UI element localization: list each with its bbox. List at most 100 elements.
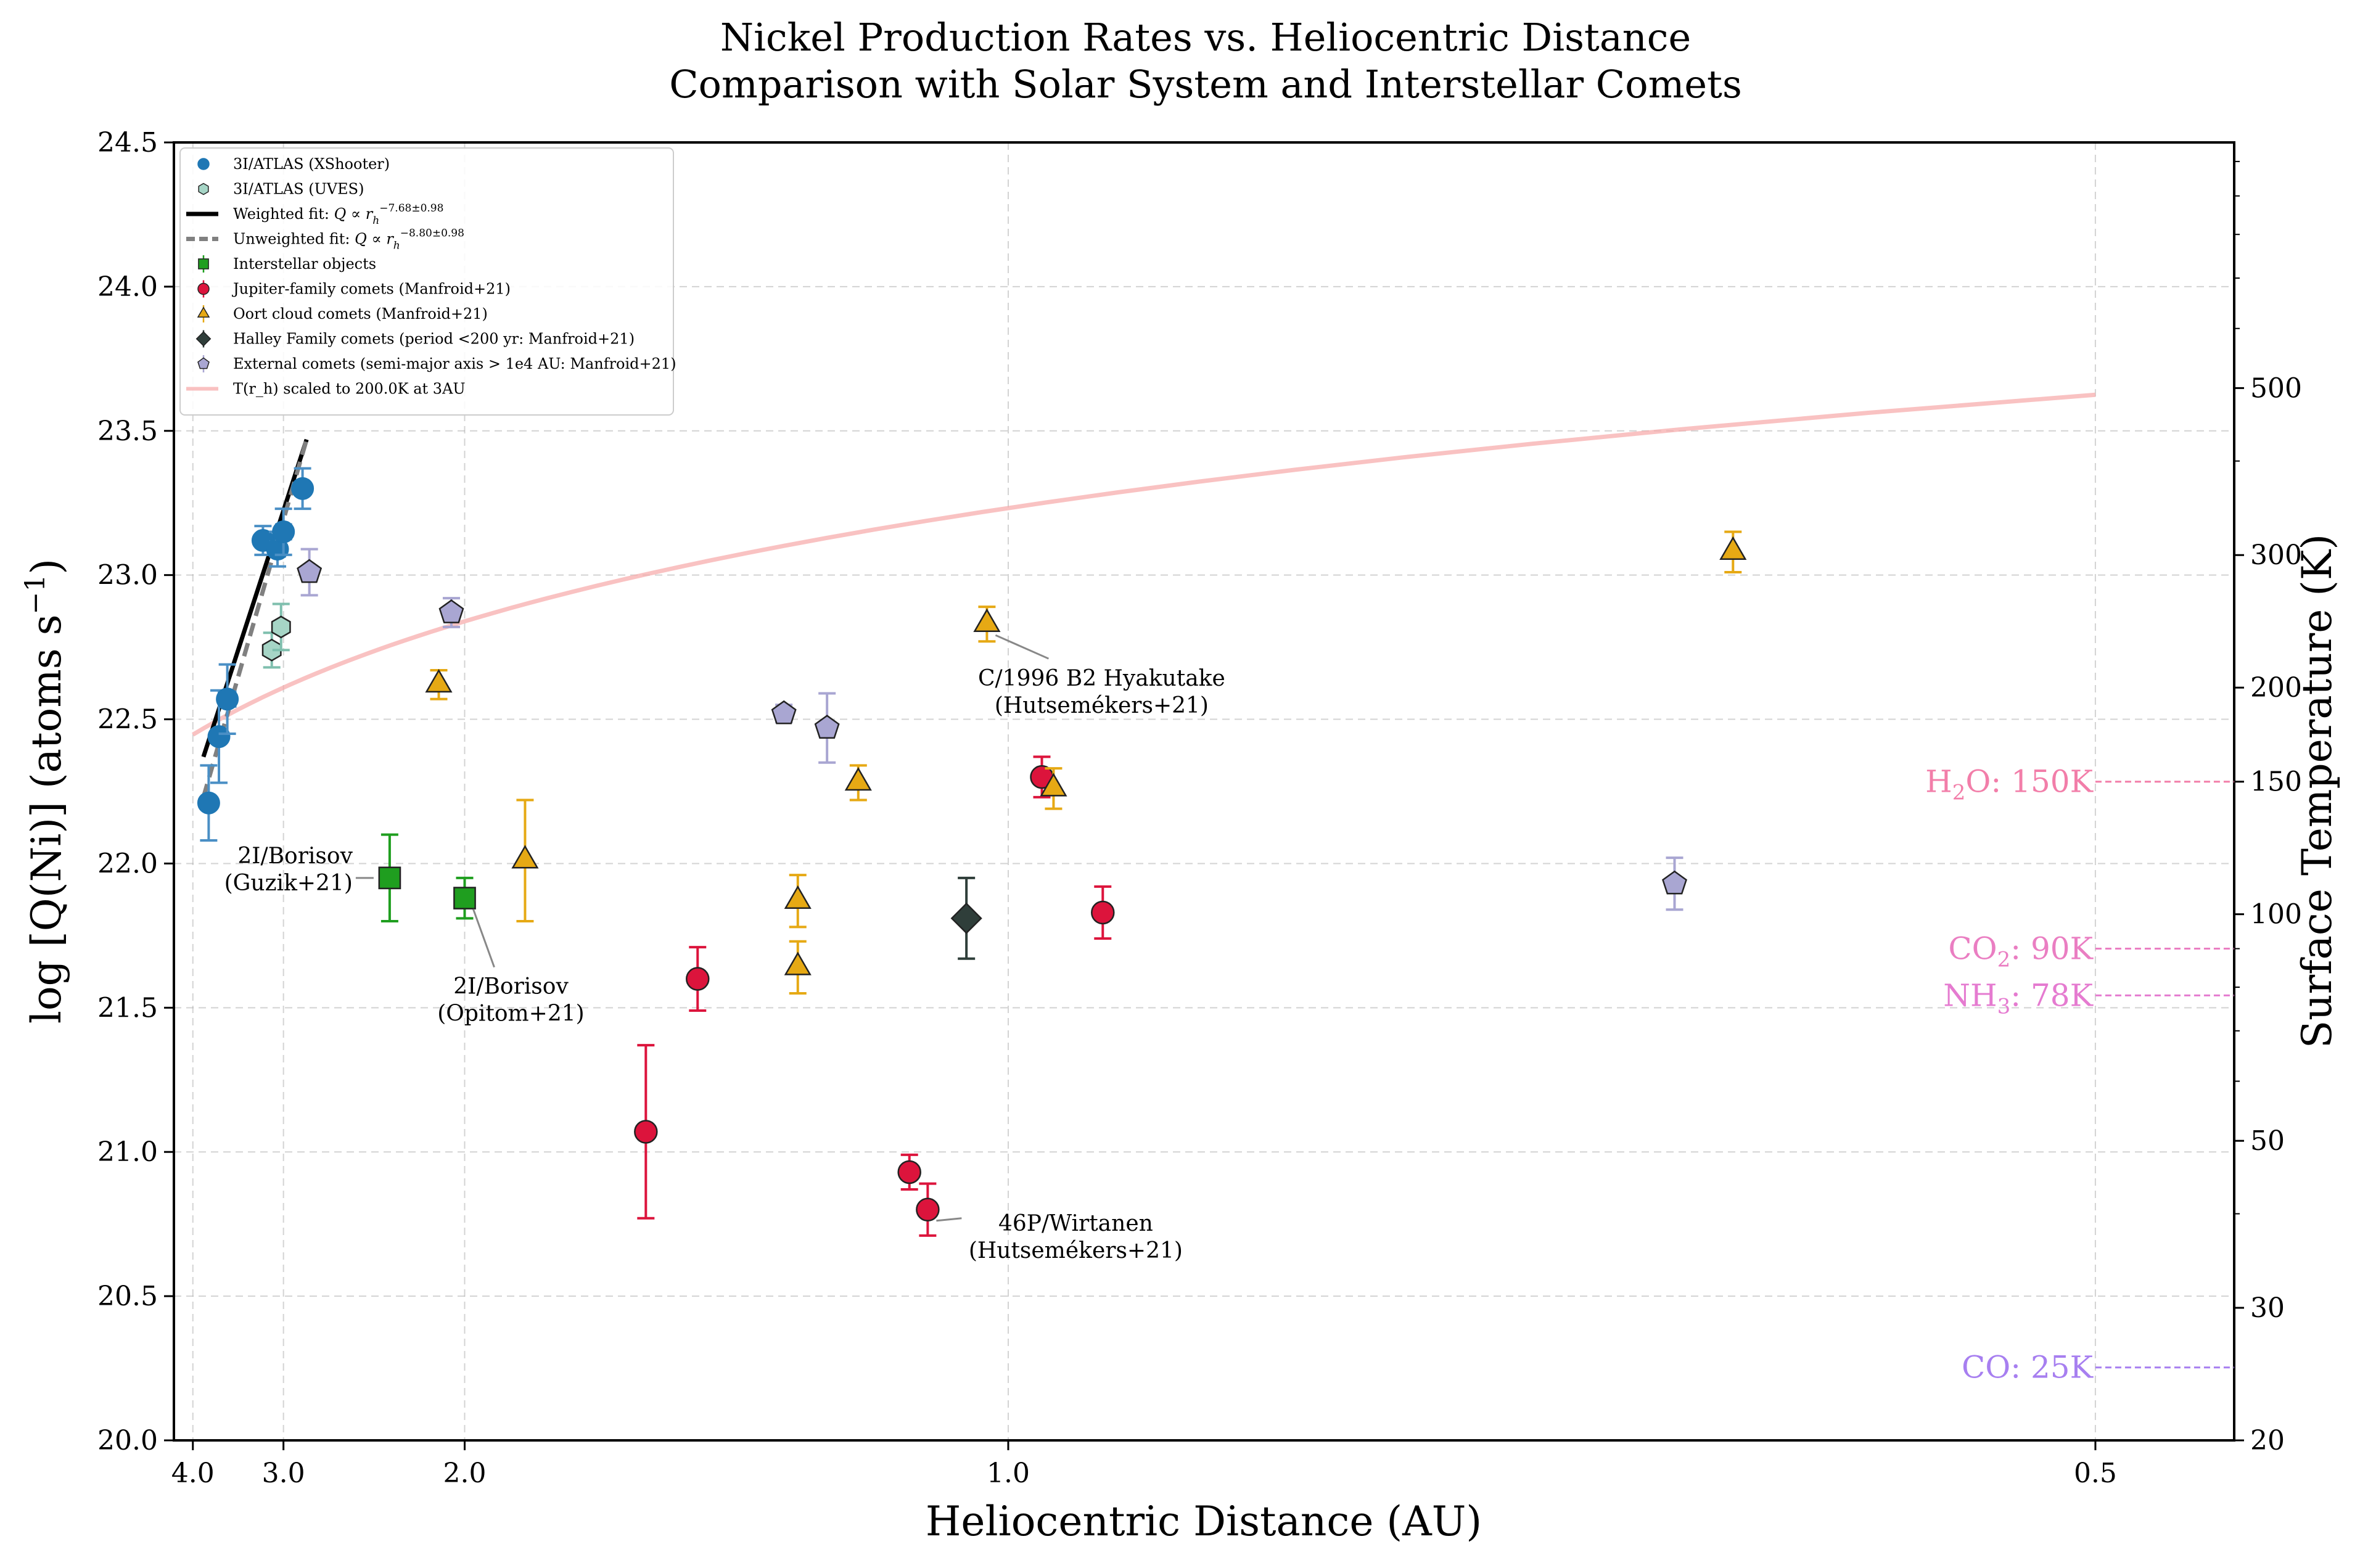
- y-tick-label-5: 22.5: [97, 704, 158, 736]
- xshooter-point-5: [272, 520, 295, 543]
- y-axis-label-right: Surface Temperature (K): [2293, 534, 2341, 1048]
- y-right-tick-label-1: 30: [2250, 1292, 2285, 1324]
- y-right-tick-label-3: 100: [2250, 899, 2302, 930]
- oort-point-3-shape: [784, 951, 812, 975]
- jfc-point-3-shape: [916, 1197, 940, 1222]
- y-right-tick-label-2: 50: [2250, 1125, 2285, 1157]
- oort-point-6-shape: [1040, 773, 1067, 797]
- legend-item-8-swatch: [197, 357, 210, 369]
- temperature-curve-line: [191, 392, 2096, 737]
- annotation-0-line-1: (Guzik+21): [224, 871, 353, 896]
- legend-item-6-swatch: [197, 306, 210, 318]
- jfc-point-2-shape: [897, 1160, 921, 1184]
- external-point-3: [814, 715, 840, 739]
- external-point-1-shape: [438, 599, 464, 623]
- jfc-point-1-shape: [686, 967, 710, 991]
- xshooter-point-6: [291, 477, 314, 500]
- legend-item-0-swatch: [197, 158, 210, 170]
- annotation-1-line-0: 2I/Borisov: [453, 974, 569, 999]
- legend-item-6-swatch-shape: [197, 306, 210, 318]
- x-tick-label-0: 4.0: [171, 1458, 215, 1489]
- x-tick-label-2: 2.0: [443, 1458, 486, 1489]
- y-right-tick-label-5: 200: [2250, 672, 2302, 704]
- jfc-point-5-shape: [1091, 900, 1115, 925]
- legend-item-2-label: Weighted fit: Q ∝ rh−7.68±0.98: [233, 202, 443, 227]
- oort-point-0: [425, 668, 453, 693]
- legend-item-5-label: Jupiter-family comets (Manfroid+21): [231, 281, 511, 298]
- external-point-4-shape: [1662, 870, 1687, 895]
- external-point-1: [438, 599, 464, 623]
- temp-marker-label-2: NH3: 78K: [1943, 977, 2094, 1019]
- legend-item-4-swatch-shape: [198, 258, 209, 269]
- legend-item-0-label: 3I/ATLAS (XShooter): [233, 155, 390, 173]
- plot-frame: [173, 141, 2235, 1442]
- y-tick-label-8: 24.0: [97, 271, 158, 303]
- legend-item-8-label: External comets (semi-major axis > 1e4 A…: [233, 355, 676, 372]
- legend-item-7-swatch-shape: [195, 331, 212, 347]
- jfc-point-3: [916, 1197, 940, 1222]
- temp-marker-label-0: H2O: 150K: [1925, 764, 2094, 805]
- y-tick-label-2: 21.0: [97, 1136, 158, 1168]
- legend: 3I/ATLAS (XShooter) 3I/ATLAS (UVES) Weight…: [179, 147, 676, 416]
- temp-marker-label-1: CO2: 90K: [1948, 931, 2094, 972]
- halley-point-0: [950, 902, 982, 934]
- oort-point-0-shape: [425, 668, 453, 693]
- legend-item-9-label: T(r_h) scaled to 200.0K at 3AU: [233, 380, 466, 398]
- legend-item-1-swatch-shape: [198, 183, 209, 195]
- jfc-point-0-shape: [634, 1120, 658, 1144]
- oort-point-4-shape: [844, 766, 872, 791]
- y-tick-label-3: 21.5: [97, 992, 158, 1024]
- legend-item-0-swatch-shape: [197, 158, 210, 170]
- jfc-point-2: [897, 1160, 921, 1184]
- xshooter-point-1-shape: [207, 725, 231, 749]
- external-point-3-shape: [814, 715, 840, 739]
- x-tick-label-4: 0.5: [2074, 1458, 2117, 1489]
- jfc-point-0: [634, 1120, 658, 1144]
- oort-point-1: [511, 845, 539, 869]
- temperature-curve-group: [191, 392, 2096, 737]
- legend-item-3-label: Unweighted fit: Q ∝ rh−8.80±0.98: [233, 228, 464, 252]
- external-point-2-shape: [771, 700, 797, 724]
- legend-item-4-swatch: [198, 258, 209, 269]
- legend-item-5-swatch: [197, 282, 210, 295]
- y-axis-right: 20 30 50 100 150 200 300 500: [2234, 160, 2302, 1456]
- annotation-2-line-1: (Hutsemékers+21): [995, 693, 1209, 718]
- interstellar-point-1-shape: [453, 887, 476, 909]
- jfc-point-5: [1091, 900, 1115, 925]
- oort-point-7: [1719, 536, 1747, 560]
- interstellar-point-0-shape: [378, 866, 401, 890]
- y-right-tick-label-7: 500: [2250, 372, 2302, 404]
- legend-item-1-label: 3I/ATLAS (UVES): [233, 181, 364, 198]
- annotation-leader-2: [995, 634, 1050, 660]
- xshooter-point-0: [197, 791, 220, 815]
- x-axis: 4.0 3.0 2.0 1.0 0.5: [171, 1440, 2117, 1489]
- legend-item-8-swatch-shape: [197, 357, 210, 369]
- x-tick-label-3: 1.0: [987, 1458, 1030, 1489]
- oort-point-4: [844, 766, 872, 791]
- y-tick-label-4: 22.0: [97, 848, 158, 879]
- oort-point-1-shape: [511, 845, 539, 869]
- interstellar-point-1: [453, 887, 476, 909]
- external-point-4: [1662, 870, 1687, 895]
- xshooter-point-2: [216, 688, 239, 711]
- y-axis-left: 20.0 20.5 21.0 21.5 22.0 22.5 23.0 23.5 24.0 24.5: [97, 127, 174, 1456]
- y-right-tick-label-6: 300: [2250, 540, 2302, 571]
- temp-marker-label-3: CO: 25K: [1962, 1350, 2094, 1385]
- legend-item-6-label: Oort cloud comets (Manfroid+21): [233, 305, 488, 322]
- oort-point-7-shape: [1719, 536, 1747, 560]
- legend-item-1-swatch: [198, 183, 209, 195]
- chart-subtitle: Comparison with Solar System and Interst…: [669, 62, 1742, 107]
- legend-item-7-label: Halley Family comets (period <200 yr: Ma…: [233, 330, 635, 348]
- annotation-leader-1: [472, 909, 495, 968]
- y-tick-label-0: 20.0: [97, 1425, 158, 1456]
- y-tick-label-9: 24.5: [97, 127, 158, 158]
- xshooter-point-6-shape: [291, 477, 314, 500]
- x-axis-label: Heliocentric Distance (AU): [926, 1498, 1482, 1545]
- legend-item-4-label: Interstellar objects: [233, 255, 376, 273]
- xshooter-point-2-shape: [216, 688, 239, 711]
- chart-title: Nickel Production Rates vs. Heliocentric…: [720, 15, 1691, 60]
- annotation-3-line-0: 46P/Wirtanen: [998, 1211, 1153, 1236]
- xshooter-point-5-shape: [272, 520, 295, 543]
- y-right-tick-label-0: 20: [2250, 1425, 2285, 1456]
- y-tick-label-1: 20.5: [97, 1281, 158, 1312]
